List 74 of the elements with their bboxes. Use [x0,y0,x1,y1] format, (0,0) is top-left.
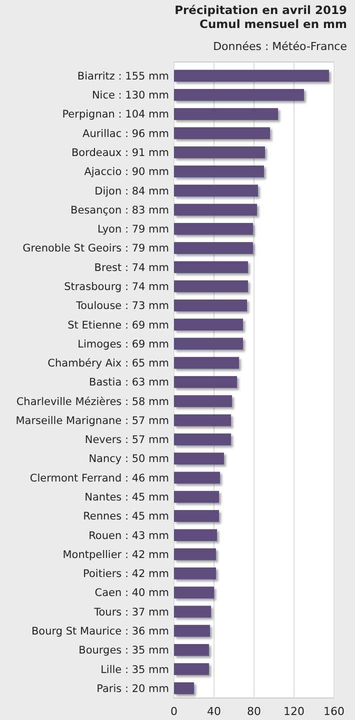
bar [174,510,219,522]
bar [174,108,278,120]
bar [174,414,231,426]
bar [174,376,237,388]
y-tick-label: Nevers : 57 mm [84,434,169,446]
y-tick-label: Marseille Marignane : 57 mm [16,414,169,427]
bar [174,586,214,598]
y-tick-label: Bourg St Maurice : 36 mm [31,625,169,638]
y-tick-label: Montpellier : 42 mm [62,548,169,561]
y-tick-label: Rennes : 45 mm [83,510,169,523]
x-tick-label: 0 [170,705,178,718]
bar [174,395,232,408]
y-tick-label: Caen : 40 mm [94,587,169,600]
y-tick-label: Aurillac : 96 mm [82,128,169,140]
bar [174,261,248,274]
bar [174,624,210,637]
y-tick-label: Poitiers : 42 mm [83,568,169,580]
bar [174,490,219,503]
bar [174,204,257,216]
chart-subtitle: Cumul mensuel en mm [200,17,348,31]
bar [174,663,209,676]
bar [174,280,248,292]
y-tick-label: Biarritz : 155 mm [77,70,169,82]
y-tick-label: Bastia : 63 mm [89,376,169,389]
bar [174,606,211,618]
text: Données : Météo-France [213,40,348,53]
bar [174,166,264,178]
y-tick-label: Perpignan : 104 mm [62,108,169,121]
bar [174,567,216,580]
y-tick-label: Charleville Mézières : 58 mm [16,396,169,408]
y-tick-label: Ajaccio : 90 mm [84,166,169,178]
y-tick-label: Rouen : 43 mm [88,530,169,542]
bar [174,88,304,101]
y-tick-label: Strasbourg : 74 mm [64,280,169,293]
bar [174,318,243,331]
y-tick-label: Paris : 20 mm [96,682,169,695]
x-tick-label: 40 [207,705,221,718]
y-tick-label: Clermont Ferrand : 46 mm [30,472,169,484]
bar [174,529,217,542]
bar [174,472,220,484]
y-tick-label: Nantes : 45 mm [84,492,169,504]
bar [174,548,216,560]
x-tick-label: 80 [247,705,261,718]
y-tick-label: Lille : 35 mm [100,664,169,676]
bar [174,242,253,254]
y-tick-label: Limoges : 69 mm [78,338,169,350]
x-tick-label: 120 [284,705,304,718]
y-tick-label: St Etienne : 69 mm [68,319,169,332]
x-tick-label: 160 [324,705,344,718]
bar [174,433,231,446]
y-tick-label: Dijon : 84 mm [94,185,169,198]
y-tick-label: Lyon : 79 mm [97,224,169,236]
y-tick-label: Bordeaux : 91 mm [71,146,169,159]
bar [174,127,270,140]
bar [174,222,253,235]
y-tick-label: Toulouse : 73 mm [74,300,169,312]
y-tick-label: Brest : 74 mm [94,262,169,274]
bar [174,146,265,158]
bar [174,184,258,197]
bar [174,70,329,82]
y-tick-label: Grenoble St Geoirs : 79 mm [22,242,169,255]
y-tick-label: Nice : 130 mm [92,90,169,102]
y-tick-label: Bourges : 35 mm [78,644,169,657]
bar [174,300,247,312]
y-tick-label: Tours : 37 mm [93,606,169,618]
bar [174,682,194,694]
chart-title: Précipitation en avril 2019 [174,3,347,17]
y-tick-label: Besançon : 83 mm [70,204,169,216]
y-tick-label: Chambéry Aix : 65 mm [48,358,169,370]
bar [174,338,243,350]
y-tick-label: Nancy : 50 mm [88,453,169,466]
bar [174,644,209,656]
bar [174,452,224,464]
bar [174,356,239,369]
